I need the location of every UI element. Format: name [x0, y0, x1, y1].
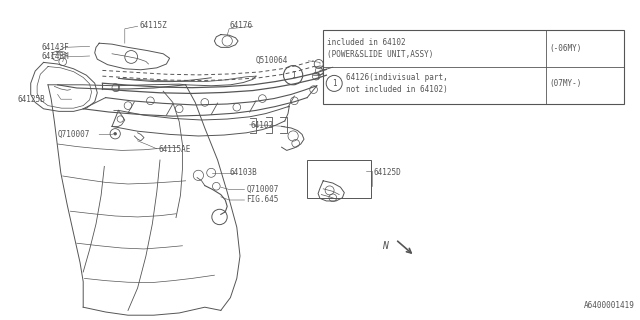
Text: not included in 64102): not included in 64102) [346, 85, 448, 94]
Text: included in 64102: included in 64102 [327, 38, 406, 47]
Text: 64143H: 64143H [42, 52, 69, 61]
Text: Q510064: Q510064 [256, 56, 289, 65]
Text: 64176: 64176 [229, 21, 252, 30]
Circle shape [114, 132, 116, 135]
Text: 64125B: 64125B [18, 95, 45, 104]
Text: N: N [382, 241, 388, 252]
Text: 64102: 64102 [251, 121, 274, 130]
Text: 64115Z: 64115Z [140, 21, 167, 30]
Text: 64125D: 64125D [374, 168, 401, 177]
Text: 64115AE: 64115AE [159, 145, 191, 154]
Text: 1: 1 [332, 79, 337, 88]
Text: Q710007: Q710007 [58, 130, 90, 139]
Text: FIG.645: FIG.645 [246, 196, 279, 204]
Bar [323, 30, 624, 104]
Text: (POWER&SLIDE UNIT,ASSY): (POWER&SLIDE UNIT,ASSY) [327, 50, 433, 59]
Text: (-06MY): (-06MY) [550, 44, 582, 53]
Text: 64143F: 64143F [42, 43, 69, 52]
Text: 64103B: 64103B [229, 168, 257, 177]
Text: (07MY-): (07MY-) [550, 79, 582, 88]
Text: A6400001419: A6400001419 [584, 301, 635, 310]
Bar [307, 160, 371, 198]
Text: 1: 1 [291, 71, 296, 80]
Text: 64126(indivisual part,: 64126(indivisual part, [346, 73, 448, 82]
Text: Q710007: Q710007 [246, 185, 279, 194]
